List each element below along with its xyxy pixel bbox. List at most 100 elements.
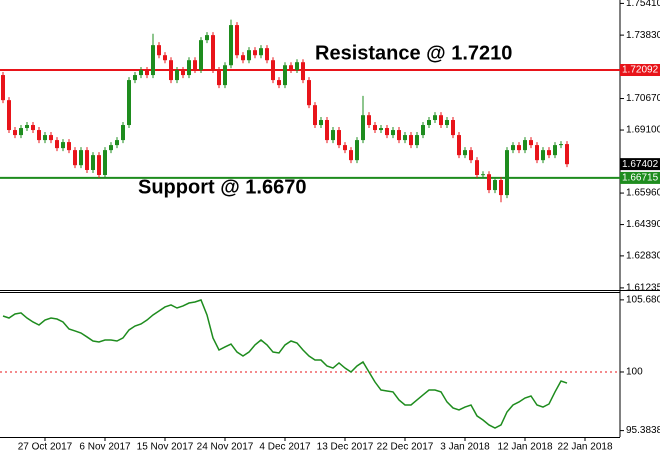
candle-body xyxy=(145,70,149,76)
candle-body xyxy=(67,142,71,151)
candle-body xyxy=(541,150,545,161)
price-marker-label: 1.67402 xyxy=(622,159,659,170)
candle-body xyxy=(187,60,191,76)
candle-body xyxy=(157,45,161,56)
candle-body xyxy=(451,120,455,136)
candle-body xyxy=(133,75,137,81)
candle-body xyxy=(409,135,413,146)
candle-body xyxy=(427,120,431,126)
candle-body xyxy=(403,135,407,141)
candle-body xyxy=(19,128,23,136)
candle-body xyxy=(307,80,311,106)
x-tick-label: 22 Dec 2017 xyxy=(377,442,434,453)
candle-body xyxy=(289,65,293,71)
candle-body xyxy=(481,174,485,176)
price-marker xyxy=(620,158,660,171)
y-tick-label: 1.70670 xyxy=(626,93,660,104)
candle-body xyxy=(511,145,515,151)
candle-body xyxy=(361,115,365,141)
candle-body xyxy=(7,100,11,131)
candle-body xyxy=(199,40,203,71)
candle-body xyxy=(373,125,377,131)
candle-body xyxy=(391,130,395,136)
x-tick-label: 6 Nov 2017 xyxy=(79,442,131,453)
candle-body xyxy=(277,80,281,86)
candle-body xyxy=(151,45,155,76)
candle-body xyxy=(565,144,569,165)
candle-body xyxy=(163,55,167,61)
y-tick-label: 1.61235 xyxy=(626,283,660,294)
x-tick-label: 27 Oct 2017 xyxy=(18,442,73,453)
y-tick-label: 1.73830 xyxy=(626,30,660,41)
annotation: Support @ 1.6670 xyxy=(138,176,306,198)
candle-body xyxy=(181,70,185,76)
candle-body xyxy=(85,150,89,170)
x-tick-label: 15 Nov 2017 xyxy=(137,442,194,453)
y-tick-label: 1.64390 xyxy=(626,219,660,230)
x-tick-label: 22 Jan 2018 xyxy=(557,442,612,453)
price-marker xyxy=(620,171,660,184)
indicator-line xyxy=(2,299,568,429)
candle-body xyxy=(229,25,233,66)
candle-body xyxy=(457,135,461,156)
y-tick-label: 1.75410 xyxy=(626,0,660,9)
candle-body xyxy=(493,180,497,191)
candle-body xyxy=(175,70,179,81)
candle-body xyxy=(469,150,473,161)
candle-body xyxy=(319,120,323,126)
candle-body xyxy=(211,35,215,71)
candle-body xyxy=(259,48,263,56)
candle-body xyxy=(253,50,257,56)
y-tick-label: 1.65960 xyxy=(626,188,660,199)
y-tick-label: 100 xyxy=(626,367,643,378)
price-marker xyxy=(620,64,660,77)
candle-body xyxy=(385,128,389,136)
y-tick-label: 105.680 xyxy=(626,294,660,305)
candle-body xyxy=(433,115,437,121)
candle-body xyxy=(331,130,335,141)
candle-body xyxy=(559,144,563,146)
price-marker-label: 1.72092 xyxy=(622,65,659,76)
candle-body xyxy=(241,55,245,61)
candle-body xyxy=(505,150,509,196)
candle-body xyxy=(445,120,449,126)
candle-body xyxy=(43,135,47,141)
x-tick-label: 24 Nov 2017 xyxy=(197,442,254,453)
candle-body xyxy=(247,50,251,61)
candle-body xyxy=(217,70,221,86)
candle-body xyxy=(115,140,119,146)
candle-body xyxy=(271,60,275,81)
candle-body xyxy=(37,130,41,141)
x-tick-label: 13 Dec 2017 xyxy=(317,442,374,453)
candle-body xyxy=(355,140,359,161)
candle-body xyxy=(439,115,443,126)
candle-body xyxy=(415,135,419,146)
candle-body xyxy=(349,150,353,161)
candle-body xyxy=(367,115,371,126)
candle-body xyxy=(79,150,83,166)
x-tick-label: 4 Dec 2017 xyxy=(259,442,311,453)
candle-body xyxy=(31,125,35,131)
candle-body xyxy=(55,140,59,149)
candle-body xyxy=(463,150,467,156)
candle-body xyxy=(343,145,347,151)
x-tick-label: 12 Jan 2018 xyxy=(497,442,552,453)
candle-body xyxy=(235,25,239,56)
x-tick-label: 3 Jan 2018 xyxy=(440,442,490,453)
candle-body xyxy=(49,135,53,141)
candle-body xyxy=(397,130,401,141)
candle-body xyxy=(205,35,209,41)
candle-body xyxy=(25,125,29,129)
candle-body xyxy=(475,160,479,176)
candle-body xyxy=(13,130,17,136)
y-tick-label: 95.3838 xyxy=(626,425,660,436)
candle-body xyxy=(127,80,131,126)
candle-body xyxy=(103,150,107,176)
candle-body xyxy=(499,180,503,196)
candle-body xyxy=(97,155,101,176)
candle-body xyxy=(1,75,5,101)
candle-body xyxy=(121,125,125,141)
annotation: Resistance @ 1.7210 xyxy=(315,42,512,64)
candle-body xyxy=(553,145,557,156)
